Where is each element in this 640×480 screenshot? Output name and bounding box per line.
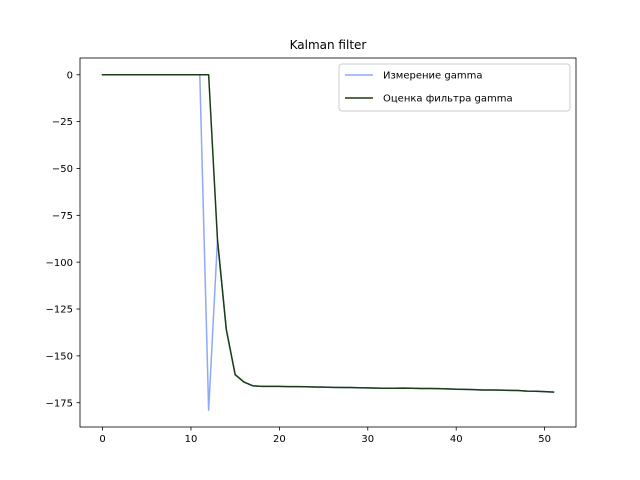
x-tick-label: 20 <box>273 434 286 445</box>
y-tick-label: −50 <box>52 164 73 175</box>
y-tick-label: −75 <box>52 211 73 222</box>
legend-label-0: Измерение gamma <box>383 71 482 82</box>
legend-box <box>338 63 571 112</box>
legend: Измерение gamma Оценка фильтра gamma <box>338 63 571 112</box>
x-tick-label: 30 <box>361 434 374 445</box>
x-tick-label: 0 <box>99 434 105 445</box>
y-tick-label: −175 <box>46 398 73 409</box>
x-tick-label: 40 <box>450 434 463 445</box>
series-line-1 <box>101 74 555 393</box>
axes-frame <box>79 57 577 428</box>
x-tick-label: 10 <box>185 434 198 445</box>
y-tick-label: −150 <box>46 351 73 362</box>
y-tick-label: −125 <box>46 305 73 316</box>
y-tick-label: −25 <box>52 117 73 128</box>
y-axis: 0 −25 −50 −75 −100 −125 −150 −175 <box>46 70 80 409</box>
y-tick-label: 0 <box>67 70 73 81</box>
x-tick-label: 50 <box>538 434 551 445</box>
x-axis: 0 10 20 30 40 50 <box>99 427 551 445</box>
plot-area <box>101 74 555 411</box>
chart-title: Kalman filter <box>290 38 367 52</box>
legend-label-1: Оценка фильтра gamma <box>383 94 513 105</box>
y-tick-label: −100 <box>46 258 73 269</box>
